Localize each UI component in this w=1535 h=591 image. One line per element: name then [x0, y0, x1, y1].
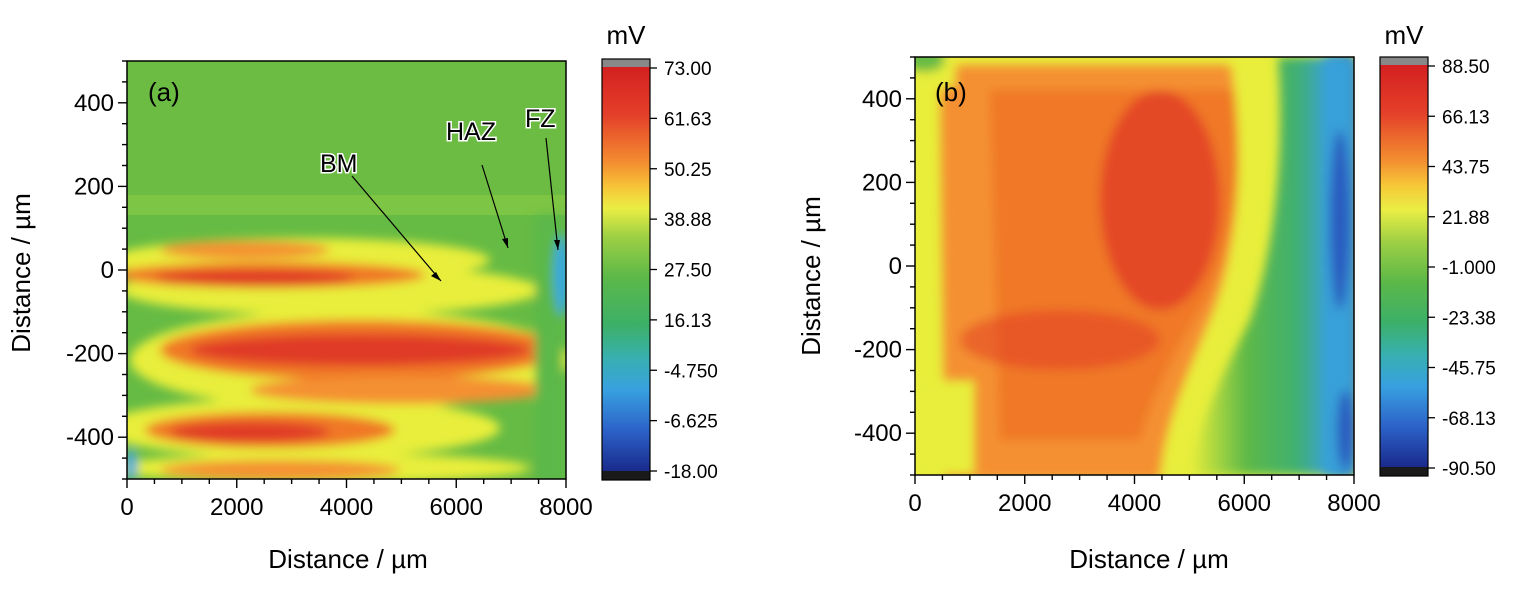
x-tick-label: 4000 — [1108, 490, 1161, 517]
panel-a: 0 2000 4000 6000 8000 -400 -200 0 200 400 (a) BM … — [6, 20, 718, 574]
annotation-haz: HAZ — [446, 118, 496, 146]
y-tick-label: -400 — [66, 424, 114, 451]
colorbar-tick-label: 27.50 — [664, 261, 712, 282]
x-axis-title-a: Distance / µm — [268, 544, 427, 574]
annotation-bm: BM — [320, 150, 358, 178]
x-tick-label: 2000 — [210, 494, 263, 521]
y-tick-label: 400 — [862, 86, 902, 113]
y-axis-title-a: Distance / µm — [6, 193, 36, 352]
heatmap-a — [127, 61, 566, 479]
colorbar-tick-label: -45.75 — [1442, 359, 1496, 380]
arrow-haz — [481, 164, 509, 249]
axes-b: 0 2000 4000 6000 8000 -400 -200 0 200 400 — [854, 56, 1381, 517]
heatmap-b — [915, 57, 1354, 475]
panel-label-a: (a) — [148, 77, 180, 107]
panel-b: 0 2000 4000 6000 8000 -400 -200 0 200 400 (b) Dis… — [796, 20, 1496, 574]
colorbar-unit-a: mV — [607, 20, 647, 50]
colorbar-cap-bottom-a — [602, 471, 650, 480]
x-tick-label: 0 — [908, 490, 921, 517]
y-tick-label: 0 — [101, 257, 114, 284]
colorbar-tick-label: 66.13 — [1442, 107, 1490, 128]
colorbar-tick-label: 38.88 — [664, 210, 712, 231]
colorbar-ticks-a: 73.00 61.63 50.25 38.88 27.50 16.13 -4.750 -6.6… — [650, 59, 718, 483]
annotation-fz: FZ — [525, 105, 556, 133]
colorbar-tick-label: -4.750 — [664, 361, 718, 382]
panel-label-b: (b) — [935, 77, 967, 107]
colorbar-tick-label: 43.75 — [1442, 158, 1490, 179]
colorbar-tick-label: -18.00 — [664, 462, 718, 483]
y-tick-label: 0 — [889, 253, 902, 280]
x-tick-label: 2000 — [998, 490, 1051, 517]
colorbar-gradient-a — [602, 67, 650, 471]
colorbar-gradient-b — [1380, 65, 1428, 467]
axes-a: 0 2000 4000 6000 8000 -400 -200 0 200 400 — [66, 60, 593, 521]
colorbar-tick-label: 73.00 — [664, 59, 712, 80]
colorbar-tick-label: -23.38 — [1442, 308, 1496, 329]
y-tick-label: 400 — [74, 90, 114, 117]
colorbar-a: mV 73.00 61.63 50.25 38.88 27.50 16.13 -4.750 -… — [601, 20, 718, 483]
colorbar-tick-label: -1.000 — [1442, 258, 1496, 279]
x-tick-label: 0 — [120, 494, 133, 521]
y-tick-label: 200 — [862, 169, 902, 196]
colorbar-unit-b: mV — [1385, 20, 1425, 50]
x-tick-label: 4000 — [320, 494, 373, 521]
arrow-fz — [545, 137, 559, 251]
y-tick-label: -200 — [66, 341, 114, 368]
y-axis-title-b: Distance / µm — [796, 196, 826, 355]
colorbar-ticks-b: 88.50 66.13 43.75 21.88 -1.000 -23.38 -45.75 -6… — [1428, 57, 1496, 480]
colorbar-tick-label: 61.63 — [664, 109, 712, 130]
colorbar-cap-top-b — [1380, 57, 1428, 65]
colorbar-tick-label: 21.88 — [1442, 208, 1490, 229]
y-tick-label: 200 — [74, 173, 114, 200]
colorbar-tick-label: 50.25 — [664, 160, 712, 181]
x-tick-label: 8000 — [539, 494, 592, 521]
colorbar-tick-label: -90.50 — [1442, 459, 1496, 480]
x-tick-label: 6000 — [430, 494, 483, 521]
arrowhead-bm — [431, 272, 441, 281]
colorbar-tick-label: 88.50 — [1442, 57, 1490, 78]
colorbar-b: mV 88.50 66.13 43.75 21.88 -1.000 -23.38 -45.7… — [1379, 20, 1496, 480]
x-tick-label: 6000 — [1218, 490, 1271, 517]
x-tick-label: 8000 — [1327, 490, 1380, 517]
colorbar-cap-top-a — [602, 59, 650, 67]
y-tick-label: -400 — [854, 420, 902, 447]
colorbar-tick-label: 16.13 — [664, 311, 712, 332]
x-axis-title-b: Distance / µm — [1069, 544, 1228, 574]
annotations-a: BM HAZ FZ — [319, 104, 560, 282]
colorbar-tick-label: -6.625 — [664, 412, 718, 433]
arrow-bm — [351, 175, 442, 282]
y-tick-label: -200 — [854, 337, 902, 364]
colorbar-cap-bottom-b — [1380, 467, 1428, 476]
colorbar-tick-label: -68.13 — [1442, 409, 1496, 430]
arrowhead-fz — [554, 240, 560, 250]
arrowhead-haz — [502, 238, 508, 248]
